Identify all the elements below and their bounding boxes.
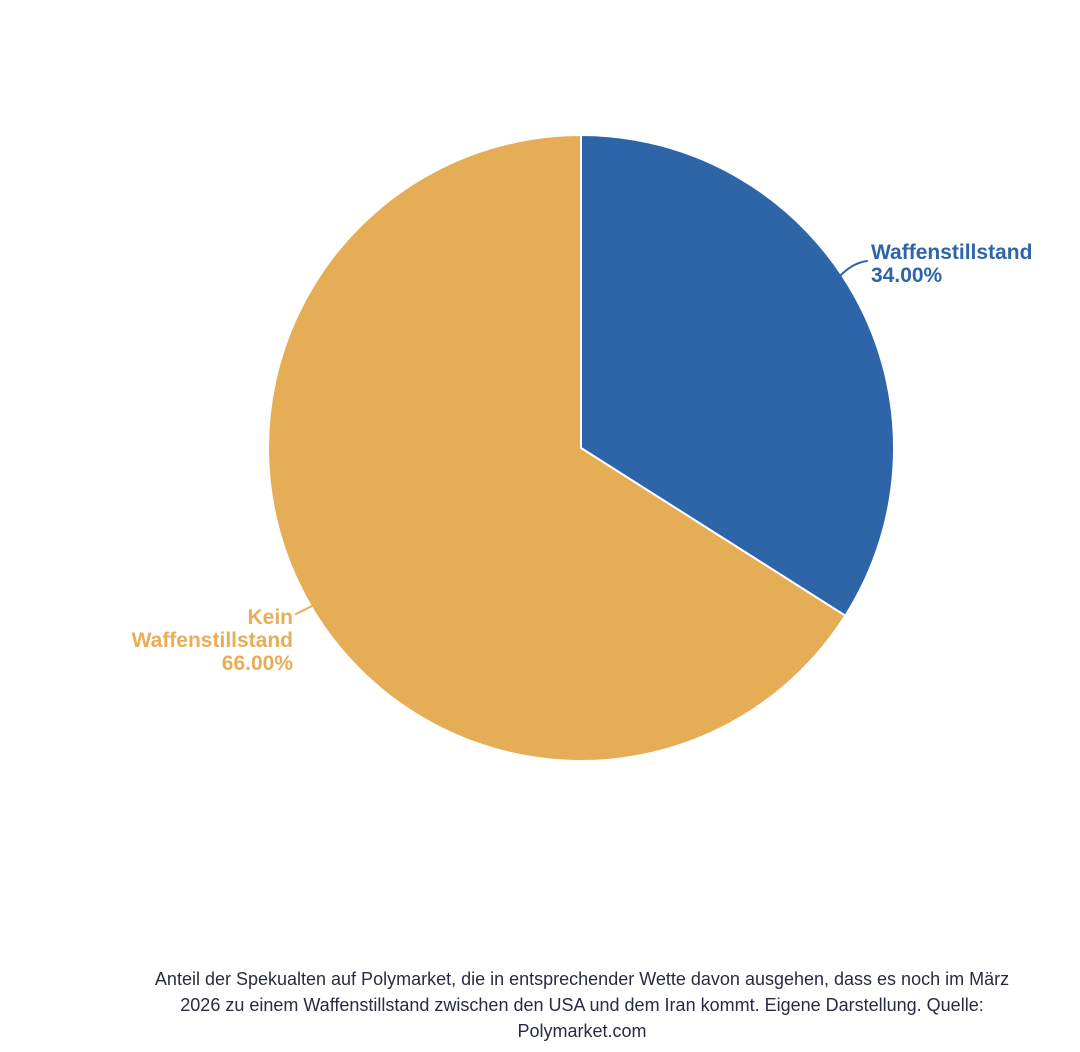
slice-label-kein-waffenstillstand-pct: 66.00%: [221, 652, 293, 675]
leader-line-kein-waffenstillstand: [295, 604, 315, 615]
slice-label-waffenstillstand-pct: 34.00%: [871, 264, 943, 287]
pie-slice-kein-waffenstillstand: [267, 134, 847, 762]
slice-label-waffenstillstand: Waffenstillstand 34.00%: [871, 241, 1080, 287]
caption-line-1: Anteil der Spekualten auf Polymarket, di…: [154, 969, 1010, 989]
leader-line-waffenstillstand: [838, 260, 868, 278]
pie-slice-waffenstillstand: [580, 134, 896, 617]
slice-label-waffenstillstand-name: Waffenstillstand: [871, 241, 1033, 264]
caption-line-3: Polymarket.com: [517, 1021, 647, 1041]
caption-line-2: 2026 zu einem Waffenstillstand zwischen …: [180, 995, 984, 1015]
slice-label-kein-waffenstillstand: Kein Waffenstillstand 66.00%: [93, 606, 293, 675]
chart-caption: Anteil der Spekualten auf Polymarket, di…: [102, 966, 1062, 1044]
pie-slices: [267, 134, 896, 762]
slice-label-kein-waffenstillstand-name: Kein Waffenstillstand: [131, 606, 293, 652]
